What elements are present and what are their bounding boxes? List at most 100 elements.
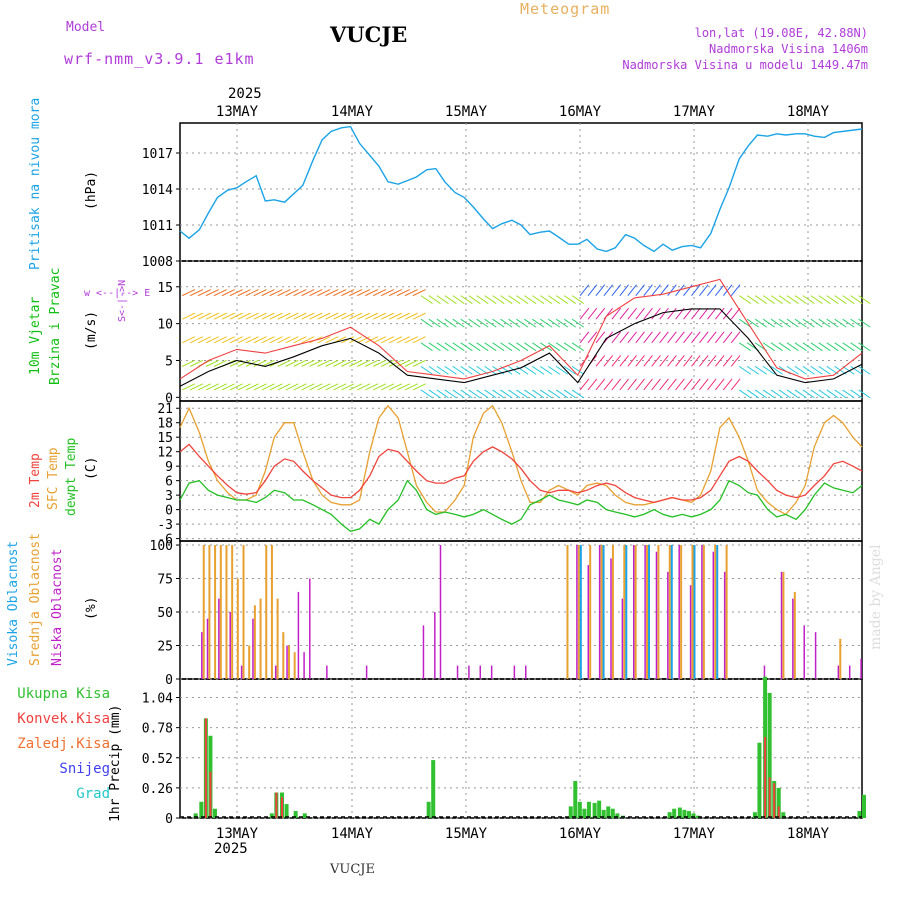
wind-barb [643,284,653,296]
wind-barb [627,307,637,320]
wind-barb [373,312,387,320]
low-cloud-bar [422,625,425,679]
station-title: VUCJE [330,22,408,47]
wind-barb [388,289,402,297]
wind-barb [373,336,387,344]
wind-barb [436,342,449,352]
wind-barb [492,342,505,352]
wind-barb [333,289,347,297]
wind-barb [770,365,783,375]
wind-barb [261,312,275,320]
wind-barb [516,389,529,399]
wind-barb [277,336,291,344]
mid-cloud-bar [253,605,256,679]
wind-barb [190,312,204,320]
wind-barb [714,355,725,367]
wind-barb [810,365,823,375]
wind-barb [611,378,622,391]
wind-barb [492,295,505,304]
wind-barb [603,355,614,367]
total-precip-bar [862,794,866,818]
wind-barb [722,378,733,391]
wind-barb [253,359,267,367]
wind-barb [373,383,387,391]
total-precip-bar [582,808,587,818]
wind-barb [794,389,807,399]
wind-barb [611,355,622,367]
wind-barb [484,295,497,304]
wind-barb [293,336,307,344]
wind-barb [468,318,481,328]
wind-barb [349,312,363,320]
wind-barb [818,318,831,328]
total-precip-bar [573,780,578,818]
wind-barb [500,342,513,352]
y-tick-label: 1011 [142,219,173,234]
wind-barb [754,365,767,375]
wind-barb [277,289,291,297]
mid-cloud-bar [214,545,217,679]
day-label-top: 18MAY [787,104,830,120]
low-cloud-bar [837,665,840,679]
wind-barb [404,336,418,344]
wind-barb [269,336,283,344]
wind-barb [714,307,725,320]
wind-barb [802,295,815,304]
wind-barb [858,342,871,352]
wind-barb [659,307,669,320]
wind-barb [341,359,355,367]
convective-precip-bar [209,771,212,818]
wind-barb [659,378,669,391]
y-tick-label: 21 [157,402,173,417]
low-cloud-bar [763,665,766,679]
wind-barb [563,365,577,375]
wind-barb [643,378,653,391]
wind-barb [428,295,441,304]
total-precip-bar [284,804,289,818]
total-precip-bar [776,787,781,818]
total-precip-bar [757,742,762,818]
wind-barb [428,389,441,399]
wind-barb [508,318,521,328]
wind-barb [699,307,709,320]
wind-barb [850,318,863,328]
wind-barb [643,331,653,344]
wind-barb [802,342,815,352]
wind-barb [237,289,251,297]
wind-barb [714,378,725,391]
wind-barb [603,284,614,296]
wind-barb [237,312,251,320]
wind-barb [436,295,449,304]
wind-barb [452,389,465,399]
wind-barb [524,318,537,328]
wind-barb [746,318,760,328]
mid-cloud-bar [293,652,296,679]
wind-barb [699,355,709,367]
wind-barb [842,295,855,304]
y-tick-label: 50 [157,606,173,621]
wind-barb [691,307,701,320]
wind-barb [571,295,584,304]
wind-barb [850,342,863,352]
wind-barb [707,355,717,367]
wind-barb [205,383,219,391]
high-cloud-bar [625,545,628,679]
wind-barb [818,389,831,399]
wind-barb [277,359,291,367]
legend-snow: Snijeg [59,761,110,777]
wind-barb [699,331,709,344]
wind-barb [229,312,243,320]
wind-barb [221,383,235,391]
wind-barb [317,312,331,320]
wind-barb [182,383,196,391]
wind-barb [571,318,584,328]
year-bottom: 2025 [214,841,248,857]
wind-barb [858,295,871,304]
wind-barb [555,295,569,304]
total-precip-bar [781,812,786,818]
low-cloud-bar [848,665,851,679]
low-cloud-bar [206,618,209,679]
wind-barb [754,318,767,328]
wind-barb [826,318,839,328]
wind-barb [444,365,457,375]
